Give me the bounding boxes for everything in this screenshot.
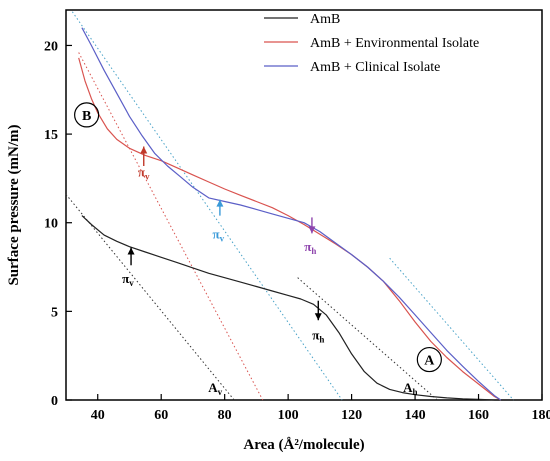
legend-label-clinical: AmB + Clinical Isolate xyxy=(310,60,440,75)
extrapolation-line xyxy=(297,277,438,401)
annotation-subscript: h xyxy=(319,335,324,345)
annotation-label: πv xyxy=(213,227,225,244)
extrapolation-line xyxy=(65,194,235,401)
annotation-symbol: π xyxy=(213,227,220,242)
annotation-label: πh xyxy=(312,328,324,345)
y-axis-title: Surface pressure (mN/m) xyxy=(6,124,22,285)
legend-label-environmental: AmB + Environmental Isolate xyxy=(310,36,479,51)
x-tick-label: 100 xyxy=(278,408,299,423)
x-axis-title: Area (Å²/molecule) xyxy=(243,437,364,453)
series-line xyxy=(81,215,495,401)
y-tick-label: 20 xyxy=(44,39,58,54)
legend: AmB AmB + Environmental Isolate AmB + Cl… xyxy=(264,12,479,75)
y-tick-label: 0 xyxy=(51,394,58,409)
x-tick-label: 60 xyxy=(154,408,168,423)
annotation-subscript: v xyxy=(145,172,150,182)
x-tick-label: 120 xyxy=(341,408,362,423)
extrapolation-lines xyxy=(65,11,514,401)
annotation-symbol: π xyxy=(304,239,311,254)
annotation-symbol: A xyxy=(403,380,413,395)
annotation-symbol: π xyxy=(312,328,319,343)
y-axis-ticks: 0 5 10 15 20 xyxy=(44,39,72,409)
annotation-symbol: π xyxy=(138,165,145,180)
x-axis-ticks: 40 60 80 100 120 140 160 180 xyxy=(91,394,550,423)
annotation-subscript: h xyxy=(311,246,316,256)
x-tick-label: 180 xyxy=(532,408,550,423)
annotation-arrow-head xyxy=(127,247,135,255)
series-line xyxy=(81,27,502,401)
annotation-arrow-head xyxy=(314,313,322,321)
annotation-subscript: h xyxy=(412,387,417,397)
series-lines xyxy=(78,27,502,401)
plot-frame xyxy=(65,9,543,401)
annotation-arrow-head xyxy=(216,199,224,207)
annotation-label: πv xyxy=(138,165,150,182)
y-tick-label: 10 xyxy=(44,217,58,232)
annotation-label: B xyxy=(82,109,91,124)
y-tick-label: 15 xyxy=(44,128,58,143)
x-tick-label: 160 xyxy=(468,408,489,423)
annotation-circle xyxy=(74,102,100,128)
annotation-symbol: A xyxy=(208,380,218,395)
annotation-label: πv xyxy=(122,271,134,288)
annotation-label: Ah xyxy=(403,380,417,397)
annotation-symbol: π xyxy=(122,271,129,286)
extrapolation-line xyxy=(71,11,343,401)
annotation-subscript: v xyxy=(220,234,225,244)
y-tick-label: 5 xyxy=(51,305,58,320)
annotation-arrow-head xyxy=(140,146,148,154)
extrapolation-line xyxy=(389,257,514,401)
annotation-circle xyxy=(416,346,442,373)
x-tick-label: 40 xyxy=(91,408,105,423)
annotation-subscript: v xyxy=(218,387,223,397)
series-line xyxy=(78,57,501,401)
annotation-subscript: v xyxy=(129,278,134,288)
x-tick-label: 80 xyxy=(218,408,232,423)
legend-label-amb: AmB xyxy=(310,12,340,27)
annotation-label: πh xyxy=(304,239,316,256)
x-tick-label: 140 xyxy=(405,408,426,423)
annotation-arrow-head xyxy=(308,226,316,234)
annotation-label: A xyxy=(424,354,435,369)
annotation-label: Av xyxy=(208,380,222,397)
extrapolation-line xyxy=(78,52,264,401)
